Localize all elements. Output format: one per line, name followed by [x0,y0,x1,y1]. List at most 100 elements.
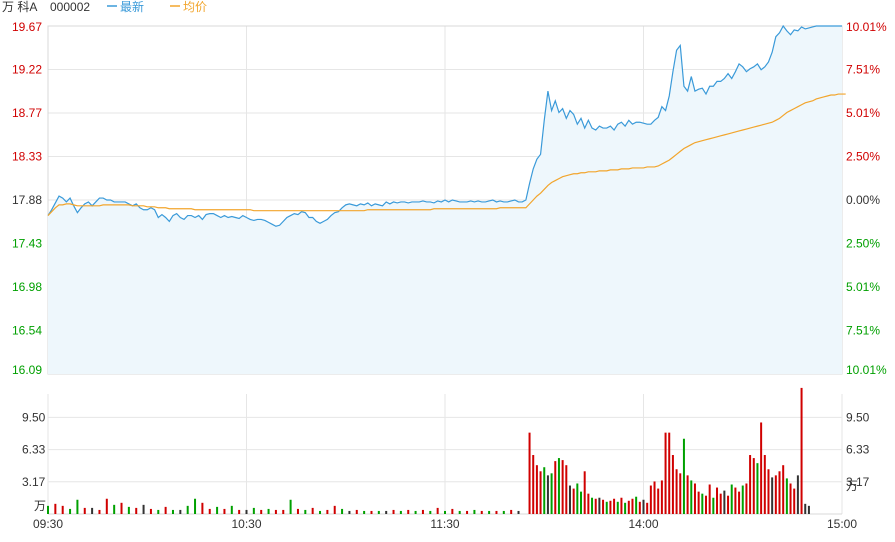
volume-bar [568,485,571,514]
volume-bar [686,475,689,514]
volume-tick-label-right: 3.17 [846,475,870,489]
legend-price-label: 最新 [120,0,144,14]
volume-bar [624,502,627,514]
volume-unit-label-right: 万 [846,479,858,493]
volume-bar [370,510,373,514]
volume-bar [517,510,520,514]
volume-bar [804,503,807,514]
volume-bar [627,500,630,514]
volume-bar [532,455,535,514]
volume-bar [664,432,667,514]
y-right-tick-label: 10.01% [846,363,887,377]
volume-tick-label: 6.33 [22,443,46,457]
volume-bar [778,471,781,514]
volume-bar [712,497,715,514]
volume-bar [550,473,553,514]
volume-bar [414,510,417,514]
x-tick-label: 15:00 [827,517,857,531]
volume-bar [120,502,123,514]
y-left-tick-label: 16.09 [12,363,42,377]
volume-bar [69,508,72,514]
volume-bar [708,484,711,514]
volume-bar [436,507,439,514]
volume-bar [657,488,660,514]
volume-bar [554,461,557,514]
price-line [47,24,842,227]
volume-bar [444,510,446,514]
volume-bar [528,432,531,514]
volume-bar [580,491,583,514]
volume-bar [392,509,395,514]
volume-bar [289,499,292,514]
volume-bar [660,480,663,514]
volume-bar [230,505,233,514]
volume-bar [194,498,197,514]
volume-bar [682,438,685,514]
volume-bar [796,475,799,514]
volume-bar [164,506,167,514]
y-left-tick-label: 18.33 [12,150,42,164]
volume-bar [385,510,388,514]
volume-bar [576,483,579,514]
volume-bar [561,460,564,514]
volume-bar [727,495,730,514]
volume-bar [245,509,248,514]
volume-bar [179,509,182,514]
volume-bar [473,509,476,514]
volume-bar [749,455,752,514]
volume-bar [690,480,693,514]
volume-bar [723,490,726,514]
volume-bar [605,501,608,514]
y-left-tick-label: 16.98 [12,280,42,294]
volume-bar [333,505,336,514]
volume-bar [348,510,351,514]
volume-bar [602,499,605,514]
volume-bar [793,488,796,514]
volume-bar [774,475,777,514]
volume-bar [572,488,575,514]
volume-bar [760,422,763,514]
volume-bar [771,477,774,514]
volume-bar [594,498,597,514]
volume-bar [741,485,744,514]
avg-price-line [47,93,846,216]
volume-bar [186,505,189,514]
volume-bar [609,500,612,514]
volume-bar [282,509,285,514]
volume-bar [565,465,568,514]
volume-bar [201,502,204,514]
stock-code: 000002 [50,0,90,14]
volume-bar [587,493,590,514]
volume-unit-label: 万 [34,499,46,513]
volume-bar [649,485,652,514]
volume-bar [113,504,116,514]
volume-bar [311,507,314,514]
volume-bar [719,493,722,514]
volume-bar [782,465,785,514]
volume-bar [653,481,656,514]
volume-panel [47,387,843,515]
volume-bar [363,510,366,514]
volume-bar [61,505,64,514]
volume-bar [745,483,748,514]
y-right-tick-label: 7.51% [846,324,880,338]
volume-tick-label-right: 6.33 [846,443,870,457]
volume-bar [76,499,79,514]
volume-bar [208,508,211,514]
y-right-tick-label: 2.50% [846,150,880,164]
volume-bar [642,499,645,514]
volume-bar [800,387,803,514]
volume-bar [697,491,700,514]
volume-bar [105,498,108,514]
volume-bar [304,509,307,514]
volume-bar [267,508,270,514]
volume-bar [319,510,322,514]
volume-bar [510,509,513,514]
volume-bar [399,510,402,514]
volume-bar [429,510,432,514]
volume-bar [480,510,483,514]
volume-bar [730,484,733,514]
volume-bar [238,509,241,514]
volume-bar [223,508,226,514]
volume-bar [377,510,380,514]
